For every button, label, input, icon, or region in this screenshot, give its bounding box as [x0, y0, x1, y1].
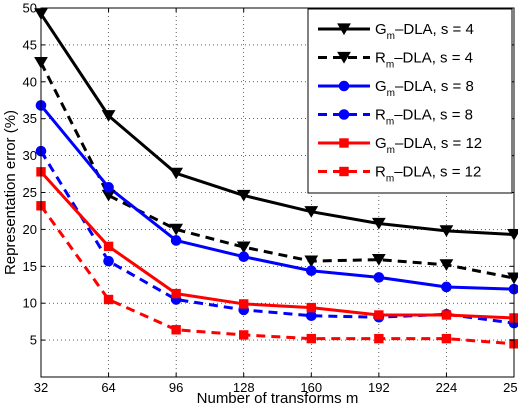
data-point: [374, 310, 384, 320]
legend-marker: [337, 23, 351, 36]
y-axis-label: Representation error (%): [2, 110, 19, 275]
y-tick-label: 30: [23, 148, 37, 163]
data-point: [101, 110, 116, 122]
data-point: [374, 333, 384, 344]
data-point: [441, 310, 452, 320]
y-tick-label: 35: [23, 111, 37, 126]
legend-marker: [337, 51, 351, 64]
x-tick-label: 160: [300, 380, 322, 395]
data-point: [305, 265, 317, 277]
legend-marker: [338, 80, 350, 92]
legend-label: Gm–DLA, s = 8: [375, 78, 474, 99]
y-tick-label: 15: [23, 259, 37, 274]
y-tick-label: 40: [23, 74, 37, 89]
data-point: [236, 241, 251, 254]
data-point: [103, 182, 114, 193]
x-tick-labels: 32 64 96 128 160 192 224 256: [34, 380, 518, 395]
series-line: [39, 204, 515, 346]
data-point: [170, 235, 182, 246]
data-point: [103, 255, 114, 267]
legend-marker: [339, 138, 349, 148]
data-point: [169, 223, 184, 236]
data-point: [171, 288, 181, 299]
data-point: [306, 302, 316, 313]
data-point: [306, 333, 316, 344]
legend: Gm–DLA, s = 4 Rm–DLA, s = 4 Gm–DLA, s = 8 R…: [307, 8, 513, 194]
legend-marker: [339, 166, 349, 177]
data-point: [239, 330, 249, 340]
x-tick-label: 128: [233, 380, 255, 395]
series-markers: [34, 8, 518, 349]
x-axis-label: Number of transforms m: [197, 390, 359, 406]
legend-label: Gm–DLA, s = 12: [375, 135, 482, 156]
y-tick-label: 10: [23, 296, 37, 311]
data-point: [439, 225, 454, 237]
data-point: [441, 333, 452, 344]
data-point: [171, 325, 181, 335]
data-point: [238, 251, 250, 263]
x-tick-label: 32: [34, 380, 48, 395]
x-tick-label: 256: [503, 380, 518, 395]
legend-label: Rm–DLA, s = 8: [375, 107, 473, 128]
legend-box: [307, 8, 513, 194]
series-line: [39, 61, 515, 280]
data-point: [236, 189, 251, 202]
y-tick-label: 5: [30, 333, 37, 348]
data-point: [169, 167, 184, 180]
y-tick-label: 45: [23, 37, 37, 52]
data-point: [304, 206, 319, 218]
data-point: [103, 294, 114, 305]
data-point: [371, 217, 386, 230]
data-point: [239, 299, 249, 309]
data-point: [305, 310, 317, 322]
x-tick-label: 96: [169, 380, 183, 395]
y-tick-label: 50: [23, 1, 37, 16]
legend-label: Rm–DLA, s = 4: [375, 50, 473, 71]
legend-marker: [338, 109, 350, 120]
series-line: [39, 104, 515, 291]
series-lines: [39, 13, 515, 346]
data-point: [103, 241, 114, 252]
y-tick-label: 20: [23, 222, 37, 237]
x-tick-label: 192: [368, 380, 390, 395]
data-point: [371, 254, 386, 266]
x-tick-label: 64: [101, 380, 115, 395]
legend-label: Rm–DLA, s = 12: [375, 164, 481, 185]
data-point: [441, 281, 452, 293]
data-point: [373, 272, 385, 283]
legend-label: Gm–DLA, s = 4: [375, 21, 474, 42]
series-line: [39, 170, 515, 320]
series-line: [39, 13, 515, 237]
y-tick-labels: 5 10 15 20 25 30 35 40 45 50: [23, 1, 37, 348]
y-tick-label: 25: [23, 185, 37, 200]
data-point: [439, 259, 454, 271]
x-tick-label: 224: [436, 380, 458, 395]
data-point: [304, 255, 319, 268]
